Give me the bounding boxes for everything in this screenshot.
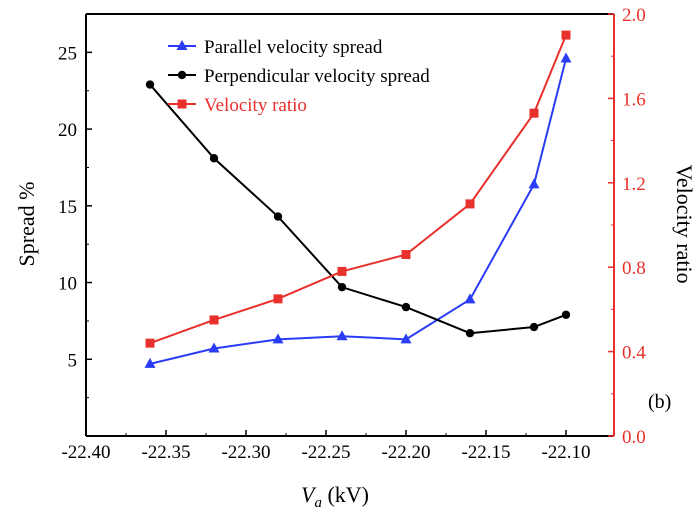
data-point: [145, 80, 155, 89]
legend-item: Parallel velocity spread: [168, 37, 383, 58]
x-axis-title-main: V: [301, 482, 317, 507]
data-point: [272, 333, 284, 344]
data-point: [561, 310, 571, 319]
legend-marker: [177, 99, 187, 109]
data-point: [273, 294, 283, 304]
y-right-axis-title: Velocity ratio: [672, 164, 697, 283]
x-tick-label: -22.15: [461, 442, 510, 463]
data-point: [561, 30, 571, 40]
data-point: [465, 328, 475, 338]
legend: Parallel velocity spread Perpendicular ve…: [168, 37, 430, 116]
y-left-axis: 5 10 15 20 25: [58, 43, 92, 399]
legend-label: Parallel velocity spread: [204, 37, 383, 58]
data-point: [337, 282, 347, 292]
data-point: [529, 108, 539, 118]
data-point: [400, 333, 412, 344]
y-right-tick-label: 0.8: [622, 258, 646, 279]
data-point: [337, 266, 347, 276]
data-point: [401, 302, 411, 312]
series-perpendicular-velocity-spread: [145, 80, 571, 338]
x-tick-label: -22.20: [381, 442, 430, 463]
y-left-tick-label: 25: [58, 43, 77, 64]
legend-marker: [176, 40, 188, 50]
data-point: [273, 212, 283, 221]
data-point: [529, 322, 539, 332]
data-point: [465, 199, 475, 209]
x-axis-title-subscript: a: [314, 495, 322, 511]
data-point: [144, 357, 156, 368]
x-axis: -22.40 -22.35 -22.30 -22.25 -22.20 -22.15 -22.…: [61, 430, 591, 463]
x-axis-title-unit: (kV): [322, 482, 369, 507]
data-point: [560, 52, 572, 63]
x-tick-label: -22.35: [141, 442, 190, 463]
legend-marker: [177, 70, 187, 80]
data-point: [209, 154, 219, 163]
series-velocity-ratio: [145, 30, 571, 348]
legend-item: Velocity ratio: [168, 95, 307, 116]
x-tick-label: -22.40: [61, 442, 110, 463]
y-left-axis-title: Spread %: [14, 182, 39, 267]
y-right-axis: 0.0 0.4 0.8 1.2 1.6 2.0: [608, 5, 646, 448]
x-tick-label: -22.30: [221, 442, 270, 463]
data-point: [336, 330, 348, 341]
y-right-tick-label: 1.2: [622, 174, 646, 195]
data-point: [208, 342, 220, 353]
y-right-tick-label: 1.6: [622, 89, 646, 110]
series-line: [149, 34, 567, 345]
series-line: [149, 83, 567, 335]
y-left-tick-label: 20: [58, 120, 77, 141]
y-left-tick-label: 15: [58, 197, 77, 218]
legend-label: Perpendicular velocity spread: [204, 66, 430, 87]
x-tick-label: -22.10: [541, 442, 590, 463]
x-axis-title: Va (kV): [301, 482, 369, 511]
panel-label: (b): [648, 391, 671, 413]
series-line: [149, 58, 567, 365]
data-point: [145, 338, 155, 348]
y-right-tick-label: 0.4: [622, 343, 646, 364]
data-point: [464, 293, 476, 304]
series-layer: [144, 30, 572, 368]
legend-item: Perpendicular velocity spread: [168, 66, 430, 87]
x-tick-label: -22.25: [301, 442, 350, 463]
data-point: [401, 250, 411, 260]
y-right-tick-label: 2.0: [622, 5, 646, 26]
y-right-tick-label: 0.0: [622, 427, 646, 448]
series-parallel-velocity-spread: [144, 52, 572, 368]
legend-label: Velocity ratio: [204, 95, 307, 116]
data-point: [209, 315, 219, 325]
y-left-tick-label: 10: [58, 274, 77, 295]
data-point: [528, 178, 540, 189]
y-left-tick-label: 5: [68, 350, 78, 371]
